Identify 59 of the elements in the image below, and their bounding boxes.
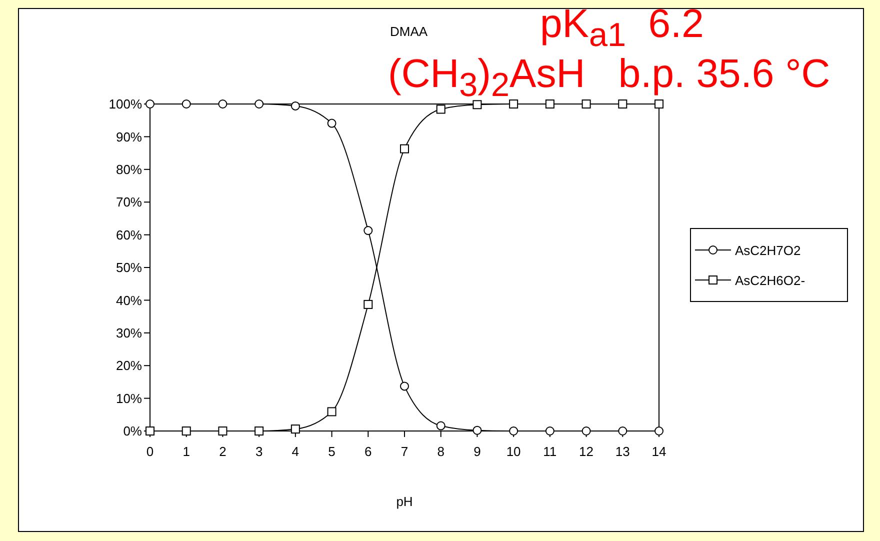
x-tick-label: 5 (328, 444, 336, 460)
x-tick-label: 4 (292, 444, 300, 460)
x-tick-label: 13 (615, 444, 630, 460)
point (327, 407, 336, 416)
point (472, 426, 482, 435)
legend-label: AsC2H6O2- (735, 272, 806, 288)
point (654, 100, 664, 108)
point (436, 421, 446, 430)
point (618, 100, 628, 108)
x-axis-title: pH (396, 494, 413, 510)
point (400, 382, 409, 391)
x-tick-label: 9 (474, 444, 481, 460)
point (472, 100, 482, 110)
point (436, 104, 446, 114)
x-tick-label: 11 (543, 444, 557, 460)
y-tick-label: 90% (116, 129, 142, 144)
legend-label: AsC2H7O2 (735, 242, 801, 258)
y-tick-label: 30% (116, 326, 142, 341)
point (290, 101, 300, 110)
y-tick-label: 20% (116, 358, 142, 374)
point (582, 100, 591, 108)
y-tick-label: 40% (116, 292, 142, 308)
x-tick-label: 14 (652, 444, 666, 460)
point (254, 426, 264, 436)
point (400, 144, 409, 154)
point (218, 426, 228, 436)
point (545, 426, 554, 436)
point (509, 100, 518, 108)
y-tick-label: 0% (123, 424, 142, 439)
point (618, 426, 628, 436)
point (327, 118, 336, 128)
chart-title: DMAA (390, 24, 428, 39)
annotation: (CH$_{3}$)$_{2}$AsH b.p. 35.6 °C (388, 52, 830, 106)
point (254, 100, 264, 108)
x-tick-label: 10 (506, 444, 521, 460)
y-tick-label: 100% (108, 96, 142, 112)
point (218, 100, 228, 108)
y-tick-label: 60% (116, 227, 142, 242)
x-tick-label: 7 (400, 444, 408, 460)
x-tick-label: 8 (437, 444, 444, 460)
point (509, 426, 518, 436)
point (182, 426, 191, 436)
y-tick-label: 80% (116, 162, 142, 178)
x-tick-label: 0 (146, 444, 154, 460)
x-tick-label: 1 (182, 444, 190, 460)
point (364, 300, 373, 309)
x-tick-label: 12 (579, 444, 594, 460)
point (290, 424, 300, 434)
point (545, 100, 554, 108)
x-tick-label: 2 (219, 444, 226, 460)
x-tick-label: 3 (255, 444, 263, 460)
text: pK$_{a1}$ 6.2 (540, 2, 704, 54)
point (182, 100, 191, 108)
y-tick-label: 70% (116, 194, 142, 210)
y-tick-label: 10% (116, 390, 142, 406)
x-tick-label: 6 (364, 444, 372, 460)
point (364, 226, 373, 236)
point (582, 426, 591, 436)
y-tick-label: 50% (116, 260, 142, 276)
